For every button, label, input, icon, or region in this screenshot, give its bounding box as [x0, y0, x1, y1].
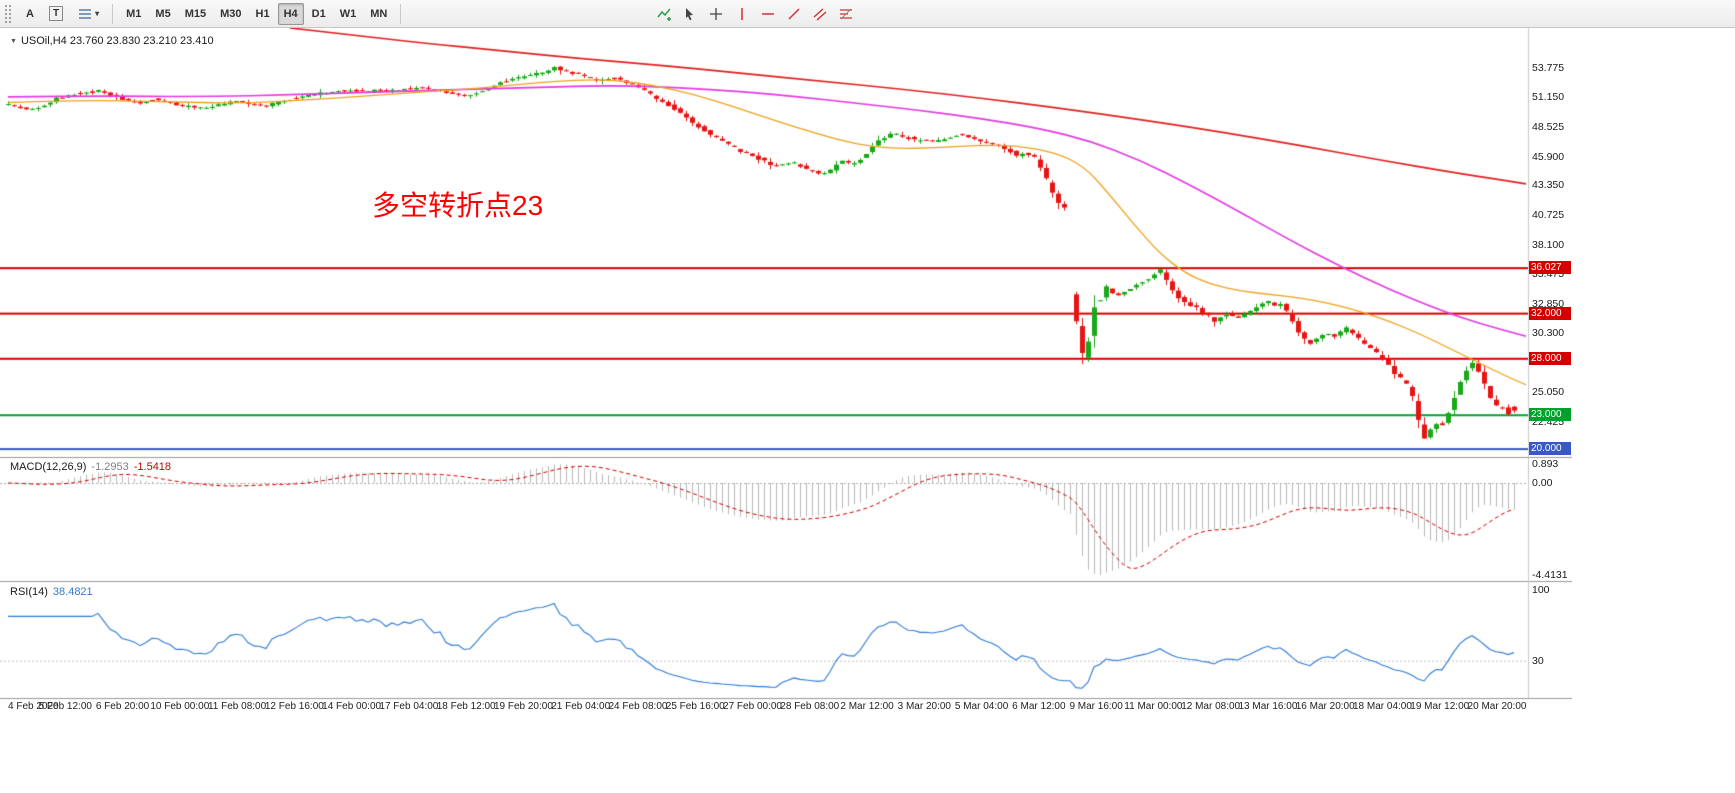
ohlc-values: 23.760 23.830 23.210 23.410 — [69, 35, 214, 47]
indicators-button[interactable] — [653, 3, 675, 25]
symbol-name: USOil,H4 — [20, 35, 67, 47]
toolbar-drag-handle[interactable] — [4, 3, 13, 24]
timeframe-d1-button[interactable]: D1 — [306, 3, 332, 25]
text-annotation-tool-button[interactable]: A — [19, 3, 41, 25]
timeframe-mn-button[interactable]: MN — [364, 3, 393, 25]
toolbar: A T ▾ M1 M5 M15 M30 H1 H4 D1 W1 MN — [0, 0, 1735, 28]
fibonacci-retracement-button[interactable] — [835, 3, 857, 25]
rsi-value: 38.4821 — [52, 586, 93, 598]
timeframe-h1-button[interactable]: H1 — [250, 3, 276, 25]
collapse-caret-icon[interactable]: ▼ — [10, 38, 17, 45]
price-chart-canvas[interactable] — [0, 28, 1572, 793]
symbol-ohlc-label: ▼ USOil,H4 23.760 23.830 23.210 23.410 — [10, 35, 214, 47]
toolbar-separator — [112, 3, 114, 24]
rsi-indicator-label: RSI(14) 38.4821 — [10, 586, 93, 598]
timeframe-w1-button[interactable]: W1 — [334, 3, 363, 25]
timeframe-m5-button[interactable]: M5 — [149, 3, 176, 25]
chevron-down-icon: ▾ — [95, 9, 100, 18]
horizontal-line-button[interactable] — [757, 3, 779, 25]
macd-title: MACD(12,26,9) — [10, 461, 87, 473]
chart-area: ▼ USOil,H4 23.760 23.830 23.210 23.410 多空… — [0, 28, 1572, 793]
text-box-tool-button[interactable]: T — [43, 3, 69, 25]
line-styles-icon — [79, 8, 92, 19]
fibonacci-retracement-icon — [840, 8, 853, 19]
timeframe-h4-button[interactable]: H4 — [277, 2, 304, 25]
price-axis[interactable] — [1528, 28, 1572, 698]
timeframe-m1-button[interactable]: M1 — [120, 3, 147, 25]
trendline-button[interactable] — [783, 3, 805, 25]
timeframe-m15-button[interactable]: M15 — [179, 3, 212, 25]
letter-a-icon: A — [26, 7, 34, 20]
line-style-dropdown-button[interactable]: ▾ — [71, 3, 105, 25]
line-studies-toolbar — [653, 3, 857, 25]
chart-annotation-text[interactable]: 多空转折点23 — [372, 190, 544, 221]
toolbar-separator — [400, 3, 402, 24]
vertical-line-icon — [741, 7, 744, 20]
trendline-icon — [788, 7, 800, 20]
equidistant-channel-icon — [813, 7, 827, 21]
crosshair-button[interactable] — [705, 3, 727, 25]
cursor-button[interactable] — [679, 3, 701, 25]
indicators-icon — [657, 8, 672, 21]
horizontal-line-icon — [762, 12, 775, 15]
time-axis[interactable] — [0, 698, 1572, 716]
crosshair-icon — [710, 7, 723, 20]
vertical-line-button[interactable] — [731, 3, 753, 25]
timeframe-m30-button[interactable]: M30 — [214, 3, 247, 25]
equidistant-channel-button[interactable] — [809, 3, 831, 25]
letter-t-icon: T — [49, 6, 64, 21]
macd-main-value: -1.2953 — [91, 461, 129, 473]
rsi-title: RSI(14) — [10, 586, 48, 598]
macd-indicator-label: MACD(12,26,9) -1.2953 -1.5418 — [10, 461, 171, 473]
cursor-icon — [686, 7, 694, 20]
macd-signal-value: -1.5418 — [133, 461, 172, 473]
